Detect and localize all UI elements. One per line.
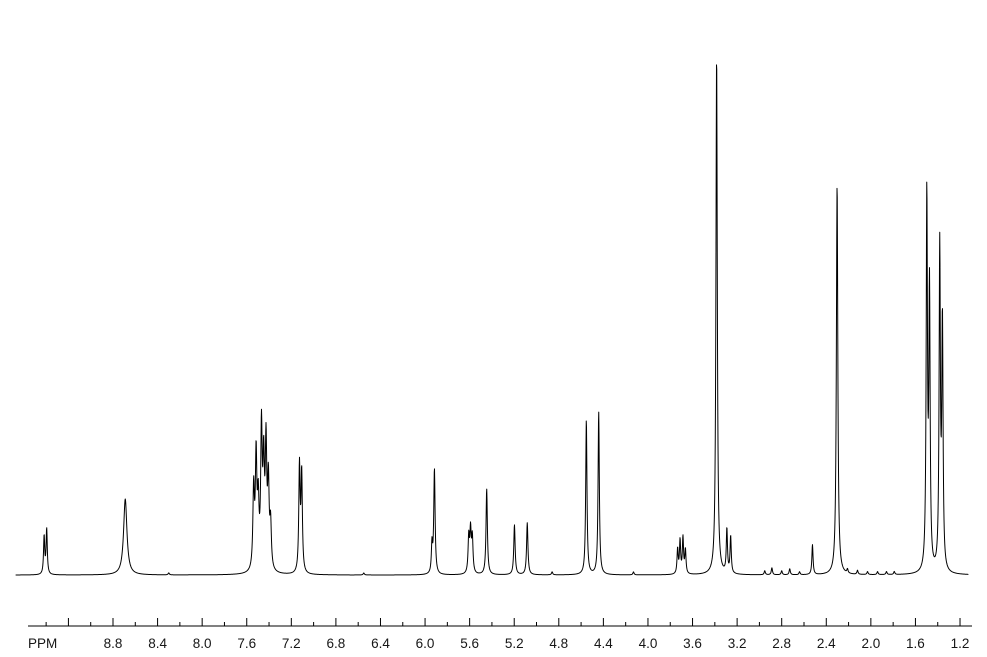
x-axis-tick-labels: 8.8 8.4 8.0 7.6 7.2 6.8 6.4 6.0 5.6 5.2 4.8 4.4 4.0 3…: [104, 636, 970, 651]
x-axis-tick-label: 3.6: [683, 636, 702, 651]
x-axis-tick-label: 8.8: [104, 636, 123, 651]
x-axis-unit-label: PPM: [28, 636, 57, 651]
x-axis-tick-label: 4.4: [594, 636, 613, 651]
x-axis-tick-label: 5.2: [505, 636, 524, 651]
x-axis-tick-label: 7.6: [237, 636, 256, 651]
x-axis-ticks: [45, 618, 961, 626]
x-axis-tick-label: 4.0: [639, 636, 658, 651]
x-axis-tick-label: 5.6: [460, 636, 479, 651]
x-axis-tick-label: 2.8: [772, 636, 791, 651]
x-axis-tick-label: 6.8: [327, 636, 346, 651]
x-axis-tick-label: 8.4: [148, 636, 167, 651]
x-axis-tick-label: 1.2: [951, 636, 970, 651]
x-axis-tick-label: 7.2: [282, 636, 301, 651]
x-axis-tick-label: 4.8: [549, 636, 568, 651]
spectrum-trace: [15, 64, 969, 576]
x-axis-tick-label: 3.2: [728, 636, 747, 651]
x-axis-tick-label: 6.4: [371, 636, 390, 651]
x-axis-tick-label: 2.0: [861, 636, 880, 651]
x-axis-tick-label: 2.4: [817, 636, 836, 651]
x-axis-tick-label: 6.0: [416, 636, 435, 651]
x-axis-tick-label: 1.6: [906, 636, 925, 651]
x-axis-tick-label: 8.0: [193, 636, 212, 651]
x-axis: 8.8 8.4 8.0 7.6 7.2 6.8 6.4 6.0 5.6 5.2 4.8 4.4 4.0 3…: [28, 618, 972, 651]
